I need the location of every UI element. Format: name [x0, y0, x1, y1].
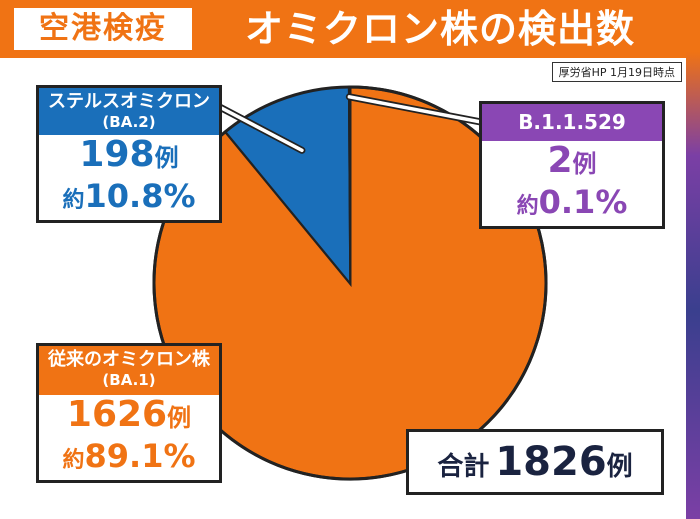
decorative-side-strip — [686, 0, 700, 519]
ba1-percent: 約89.1% — [39, 438, 219, 479]
total-box: 合計 1826例 — [406, 429, 664, 495]
b11529-percent-value: 0.1% — [538, 183, 628, 221]
ba1-count: 1626例 — [39, 395, 219, 438]
ba1-title: 従来のオミクロン株 — [48, 349, 210, 370]
b11529-label-box: B.1.1.529 2例 約0.1% — [479, 101, 665, 229]
ba2-header: ステルスオミクロン (BA.2) — [39, 88, 219, 135]
b11529-count: 2例 — [482, 141, 662, 184]
total-unit: 例 — [606, 452, 633, 482]
ba1-subtitle: (BA.1) — [102, 371, 156, 389]
b11529-percent: 約0.1% — [482, 184, 662, 225]
b11529-leader-line — [347, 95, 483, 124]
b11529-title: B.1.1.529 — [518, 110, 626, 134]
ba2-percent-prefix: 約 — [62, 188, 85, 213]
ba1-label-box: 従来のオミクロン株 (BA.1) 1626例 約89.1% — [36, 343, 222, 483]
chart-title: オミクロン株の検出数 — [244, 7, 635, 51]
pie-outline — [152, 85, 548, 481]
header-bar: 空港検疫 オミクロン株の検出数 — [0, 0, 700, 58]
ba2-leader-line — [210, 101, 304, 153]
total-value: 1826 — [495, 439, 607, 485]
header-tag: 空港検疫 — [14, 8, 192, 50]
ba1-header: 従来のオミクロン株 (BA.1) — [39, 346, 219, 395]
ba2-count-value: 198 — [79, 134, 155, 175]
b11529-header: B.1.1.529 — [482, 104, 662, 141]
ba1-percent-prefix: 約 — [62, 448, 85, 473]
ba1-count-value: 1626 — [66, 394, 168, 435]
b11529-count-value: 2 — [547, 140, 573, 181]
ba2-label-box: ステルスオミクロン (BA.2) 198例 約10.8% — [36, 85, 222, 223]
ba2-percent-value: 10.8% — [84, 177, 196, 215]
ba2-subtitle: (BA.2) — [102, 113, 156, 131]
b11529-count-unit: 例 — [572, 150, 597, 178]
ba1-count-unit: 例 — [167, 404, 192, 432]
source-label: 厚労省HP 1月19日時点 — [551, 62, 682, 82]
ba1-percent-value: 89.1% — [84, 437, 196, 475]
ba2-count-unit: 例 — [154, 144, 179, 172]
ba2-count: 198例 — [39, 135, 219, 178]
b11529-percent-prefix: 約 — [516, 194, 539, 219]
ba2-title: ステルスオミクロン — [48, 91, 210, 112]
total-label: 合計 — [437, 452, 490, 482]
ba2-percent: 約10.8% — [39, 178, 219, 219]
